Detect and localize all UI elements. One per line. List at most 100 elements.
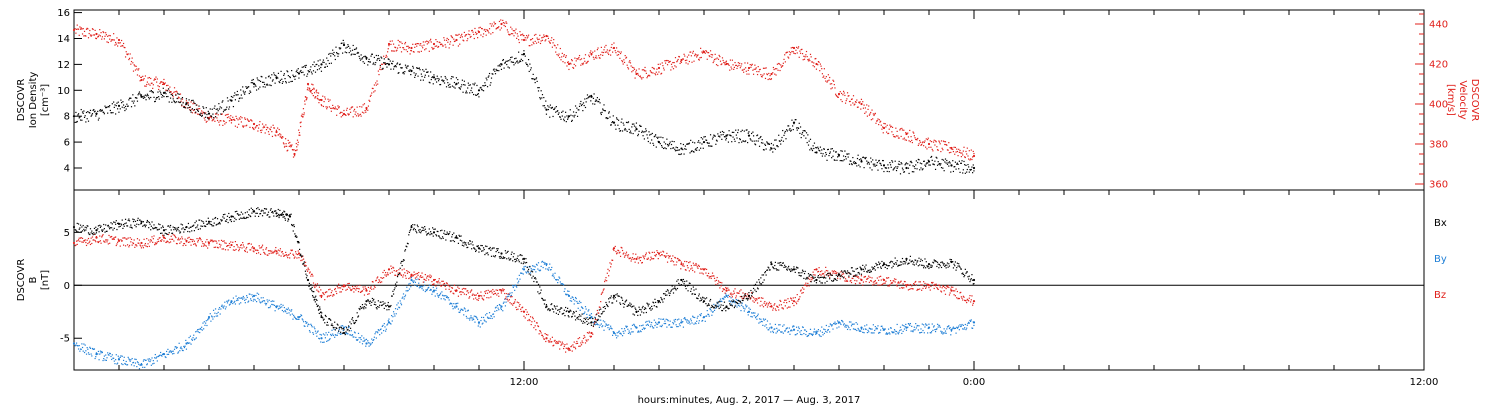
velocity-series-dot [923, 141, 925, 144]
velocity-series-dot [445, 46, 447, 48]
density-series-dot [744, 140, 746, 143]
density-series-dot [75, 121, 78, 123]
density-series-dot [747, 141, 749, 144]
density-series-dot [215, 108, 217, 110]
by-series-dot [97, 353, 99, 355]
density-series-dot [764, 143, 766, 145]
bz-series-dot [267, 254, 269, 256]
velocity-series-dot [496, 26, 499, 29]
velocity-series-dot [316, 97, 318, 99]
by-series-dot [287, 308, 289, 311]
velocity-series-dot [936, 149, 939, 151]
density-series-dot [824, 155, 826, 157]
bz-series-dot [372, 281, 374, 283]
bz-series-dot [408, 277, 410, 280]
by-series-dot [226, 300, 228, 302]
density-series-dot [150, 96, 152, 99]
bz-series-dot [324, 291, 327, 294]
density-series-dot [860, 159, 863, 161]
bz-series-dot [285, 254, 287, 256]
density-series-dot [241, 97, 243, 99]
by-series-dot [306, 321, 308, 323]
by-series-dot [212, 309, 215, 311]
density-series-dot [235, 94, 237, 96]
bottom-panel-frame [73, 189, 1425, 371]
velocity-series-dot [185, 107, 187, 109]
velocity-series-dot [960, 156, 962, 158]
velocity-series-dot [856, 99, 858, 101]
velocity-series-dot [172, 96, 174, 98]
velocity-series-dot [86, 27, 88, 29]
density-series-dot [266, 83, 268, 85]
by-series-dot [819, 330, 822, 332]
velocity-series-dot [948, 152, 951, 154]
by-series-dot [541, 261, 543, 263]
density-series-dot [631, 123, 634, 125]
velocity-series-dot [891, 126, 894, 128]
density-series-dot [283, 74, 285, 76]
by-series-dot [811, 333, 813, 336]
density-series-dot [709, 145, 711, 147]
bz-series-dot [506, 293, 508, 295]
by-series-dot [234, 303, 237, 305]
bz-series-dot [304, 264, 306, 266]
density-series-dot [574, 114, 576, 116]
density-series-dot [502, 58, 505, 61]
density-series-dot [944, 161, 946, 163]
velocity-series-dot [183, 105, 185, 108]
bz-series-dot [230, 244, 233, 246]
velocity-series-dot [848, 100, 851, 103]
velocity-series-dot [291, 144, 293, 146]
bz-series-dot [198, 238, 200, 240]
velocity-series-dot [272, 124, 274, 126]
velocity-series-dot [901, 129, 904, 131]
density-series-dot [337, 55, 339, 57]
velocity-series-dot [244, 118, 246, 120]
by-series-dot [123, 356, 125, 358]
density-series-dot [702, 147, 704, 149]
density-series-dot [505, 60, 507, 62]
bz-series-dot [334, 287, 336, 290]
by-series-dot [803, 332, 805, 335]
bz-series-dot [81, 241, 83, 243]
velocity-series-dot [820, 65, 822, 67]
velocity-series-dot [907, 136, 910, 138]
density-series-dot [447, 84, 450, 86]
density-series-dot [565, 111, 567, 113]
by-series-dot [607, 327, 609, 329]
density-series-dot [731, 141, 733, 143]
density-series-dot [971, 166, 973, 168]
velocity-series-dot [707, 52, 709, 54]
velocity-series-dot [679, 62, 681, 65]
bz-series-dot [136, 238, 139, 240]
density-series-dot [106, 106, 108, 108]
bz-series-dot [521, 307, 523, 309]
velocity-series-dot [618, 51, 620, 53]
by-series-dot [830, 324, 832, 326]
velocity-series-dot [858, 102, 861, 104]
density-series-dot [372, 63, 374, 65]
density-series-dot [580, 104, 583, 107]
density-series-dot [715, 139, 718, 141]
velocity-series-dot [932, 150, 934, 152]
velocity-series-dot [933, 139, 935, 141]
density-series-dot [303, 74, 305, 76]
by-series-dot [961, 323, 963, 326]
density-series-dot [482, 90, 485, 92]
bz-series-dot [428, 279, 430, 281]
velocity-series-dot [111, 39, 113, 41]
velocity-series-dot [512, 33, 514, 35]
density-series-dot [136, 100, 139, 102]
by-series-dot [365, 345, 367, 347]
velocity-series-dot [864, 107, 867, 109]
bz-series-dot [181, 238, 184, 240]
by-series-dot [621, 335, 624, 337]
velocity-series-dot [466, 40, 468, 42]
velocity-series-dot [240, 121, 242, 123]
density-series-dot [630, 132, 632, 134]
by-series-dot [848, 321, 851, 323]
density-series-dot [668, 144, 670, 146]
bz-series-dot [156, 242, 158, 244]
density-series-dot [782, 129, 784, 132]
by-series-dot [817, 330, 819, 332]
